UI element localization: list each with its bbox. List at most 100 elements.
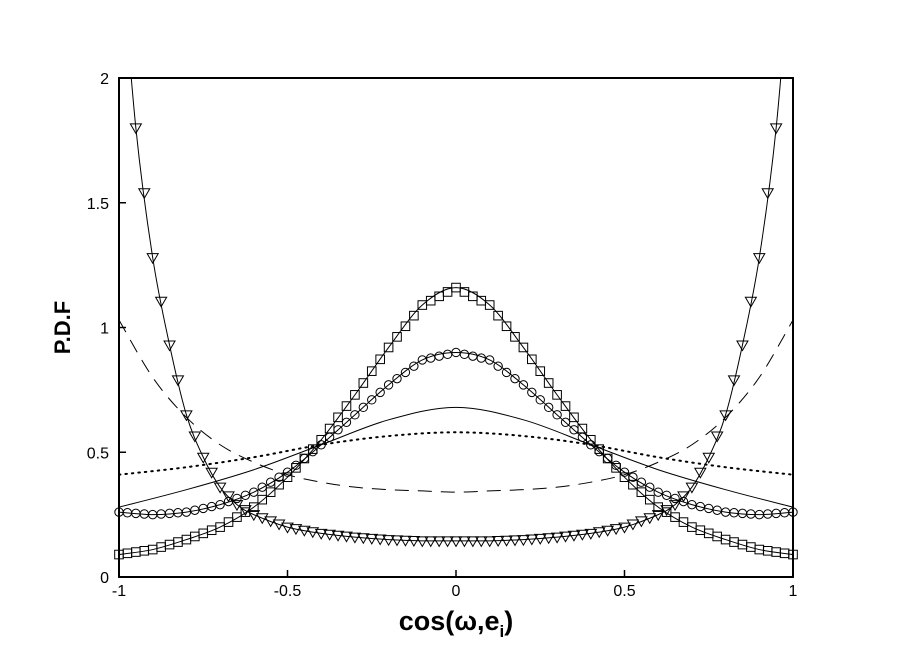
series-3-marker <box>518 380 529 390</box>
series-1-marker <box>272 519 286 531</box>
series-1-marker <box>264 516 278 528</box>
series-1-marker <box>255 513 269 525</box>
series-1-marker <box>643 513 657 525</box>
series-2-marker <box>636 487 647 497</box>
x-axis-title: cos(ω,ei) <box>399 606 514 641</box>
series-2-marker <box>392 332 402 342</box>
series-1-marker <box>163 340 176 352</box>
series-1-marker <box>281 522 294 534</box>
series-2-marker <box>586 434 596 445</box>
series-1-marker <box>702 452 716 464</box>
series-1-marker <box>289 524 303 536</box>
series-1-marker <box>542 533 556 545</box>
x-tick-label: 0 <box>452 583 461 600</box>
series-1-marker <box>576 529 589 541</box>
series-3-marker <box>341 417 352 428</box>
series-1-marker <box>592 527 606 539</box>
series-line-1 <box>130 78 782 542</box>
series-2-marker <box>240 507 251 517</box>
series-2-marker <box>518 342 529 353</box>
series-2-marker <box>350 390 360 400</box>
series-1-marker <box>550 532 564 544</box>
series-2-marker <box>358 378 369 388</box>
series-3-marker <box>645 482 655 492</box>
series-1-marker <box>314 528 328 540</box>
series-1-marker <box>685 482 699 494</box>
series-2-marker <box>366 366 377 376</box>
series-1-marker <box>458 536 471 548</box>
series-1-marker <box>424 536 438 548</box>
series-1-marker <box>727 375 741 387</box>
y-tick-label: 1.5 <box>87 196 109 213</box>
series-3-marker <box>653 487 663 497</box>
series-1-marker <box>297 525 311 537</box>
series-1-marker <box>441 536 454 548</box>
series-1-marker <box>407 536 421 548</box>
series-3-marker <box>628 472 638 482</box>
series-1-marker <box>146 253 160 265</box>
series-1-marker <box>415 536 429 548</box>
x-axis-title-base: cos(ω,e <box>399 606 500 636</box>
series-3-marker <box>324 432 335 442</box>
series-3-marker <box>299 453 310 464</box>
series-3-marker <box>586 440 596 450</box>
series-1-marker <box>634 516 648 528</box>
series-1-marker <box>323 529 336 541</box>
series-3-marker <box>291 460 301 471</box>
plot-frame <box>118 77 794 578</box>
series-1-marker <box>180 410 193 422</box>
series-3-marker <box>265 477 276 487</box>
series-2-marker <box>434 291 444 302</box>
series-line-6 <box>119 319 793 493</box>
series-1-marker <box>626 519 640 531</box>
series-3-marker <box>409 361 419 371</box>
y-tick-label: 2 <box>100 71 109 88</box>
series-line-2 <box>119 287 793 556</box>
series-3-marker <box>661 490 672 500</box>
series-3-marker <box>602 453 613 464</box>
series-1-marker <box>474 536 488 548</box>
series-1-marker <box>399 535 412 547</box>
series-2-marker <box>307 444 318 454</box>
series-1-marker <box>668 500 682 512</box>
series-1-marker <box>736 340 749 352</box>
series-1-marker <box>331 530 345 542</box>
series-3-marker <box>257 482 267 492</box>
series-3-marker <box>223 496 234 507</box>
series-2-marker <box>291 463 301 473</box>
series-2-marker <box>383 342 394 353</box>
series-3-marker <box>468 351 478 361</box>
series-1-marker <box>171 375 185 387</box>
series-3-marker <box>611 460 621 471</box>
y-tick-label: 0.5 <box>87 445 109 462</box>
series-3-marker <box>215 499 225 510</box>
x-tick-label: 1 <box>789 583 798 600</box>
series-1-marker <box>466 536 480 548</box>
series-2-marker <box>594 444 605 454</box>
series-3-marker <box>434 351 444 361</box>
series-1-marker <box>651 510 665 522</box>
y-tick-label: 1 <box>100 321 109 338</box>
series-1-marker <box>677 491 690 503</box>
series-3-marker <box>501 367 512 378</box>
series-3-marker <box>636 477 647 487</box>
series-3-marker <box>358 402 369 413</box>
series-3-marker <box>274 472 284 482</box>
series-3-marker <box>333 425 343 435</box>
series-3-marker <box>594 446 604 457</box>
series-2-marker <box>653 502 664 512</box>
series-2-marker <box>215 522 225 532</box>
series-1-marker <box>693 467 707 479</box>
series-2-marker <box>484 300 495 310</box>
series-1-marker <box>618 522 631 534</box>
series-3-marker <box>282 467 293 477</box>
series-2-marker <box>628 479 638 490</box>
series-2-marker <box>644 494 655 505</box>
series-1-marker <box>601 525 615 537</box>
series-3-marker <box>493 361 503 371</box>
series-3-marker <box>367 395 377 405</box>
series-2-marker <box>527 354 537 365</box>
series-3-marker <box>442 349 453 360</box>
series-1-marker <box>500 535 513 547</box>
series-1-marker <box>137 188 151 200</box>
